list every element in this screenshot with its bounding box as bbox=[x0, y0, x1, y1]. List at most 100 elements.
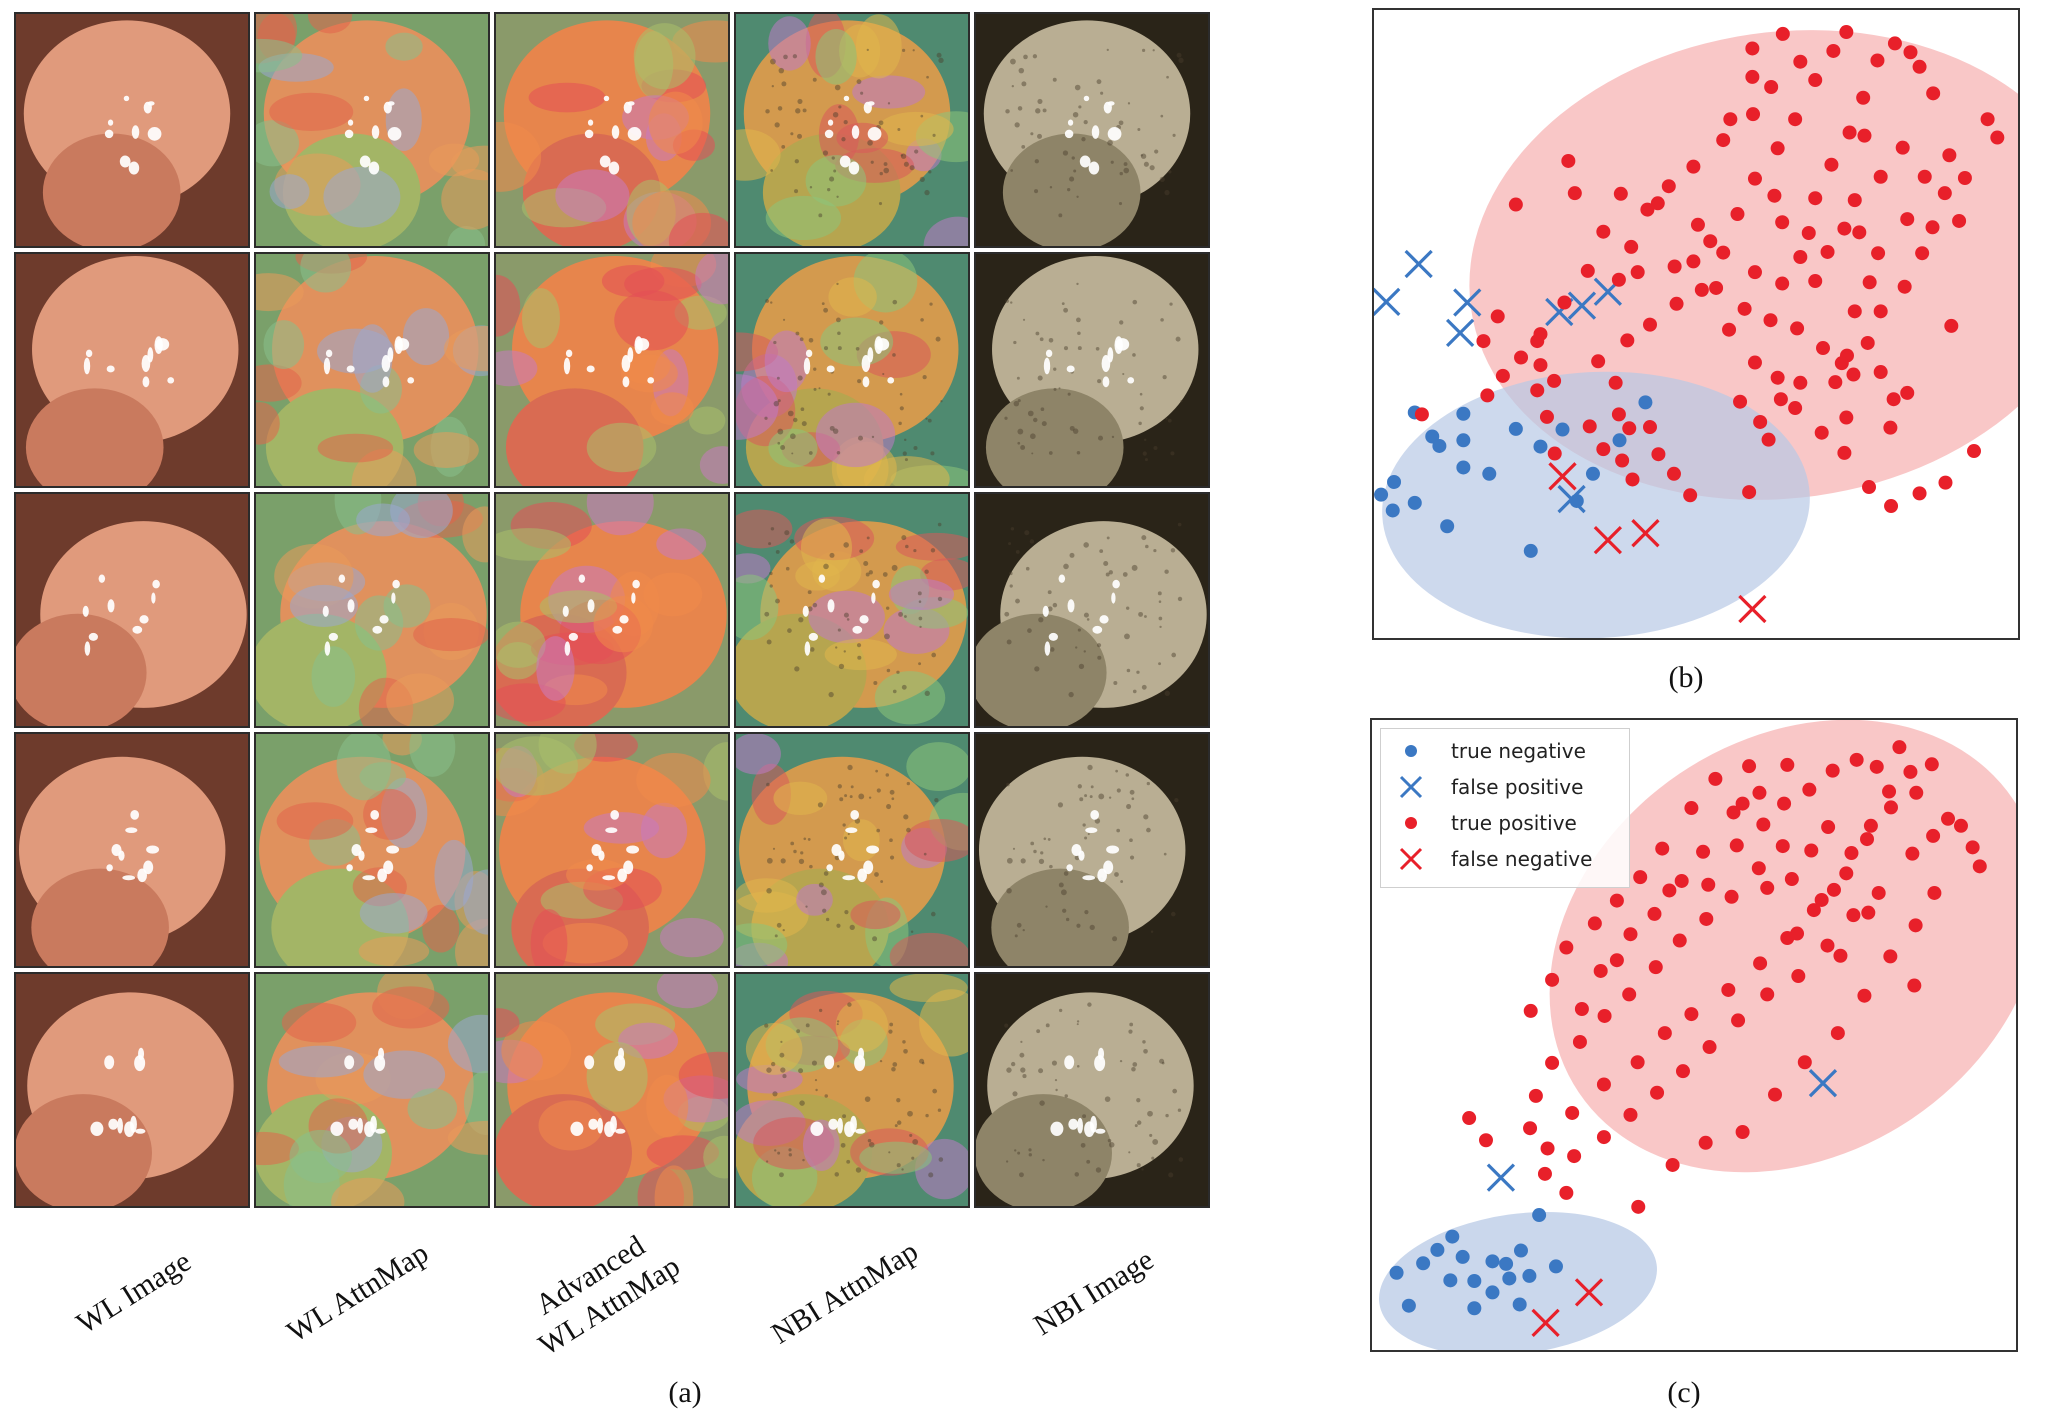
true-positive-point bbox=[1752, 785, 1767, 800]
true-positive-point bbox=[1523, 1003, 1538, 1018]
true-positive-point bbox=[1633, 870, 1648, 885]
true-positive-point bbox=[1699, 911, 1714, 926]
legend: true negative false positive true positi… bbox=[1380, 728, 1630, 888]
true-positive-point bbox=[1537, 1166, 1552, 1181]
true-positive-point bbox=[1990, 130, 2005, 145]
false-positive-point bbox=[1453, 288, 1482, 317]
false-negative-point bbox=[1631, 519, 1660, 548]
image-tile-advanced-wl-attnmap-row-2 bbox=[494, 252, 730, 488]
true-positive-point bbox=[1684, 801, 1699, 816]
true-positive-point bbox=[1530, 383, 1545, 398]
true-positive-point bbox=[1624, 239, 1639, 254]
true-positive-point bbox=[1684, 1007, 1699, 1022]
true-positive-point bbox=[1559, 1185, 1574, 1200]
true-negative-point bbox=[1499, 1256, 1514, 1271]
true-positive-point bbox=[1821, 820, 1836, 835]
col-label-wl-image: WL Image bbox=[70, 1244, 197, 1341]
true-positive-point bbox=[1478, 1133, 1493, 1148]
true-positive-point bbox=[1608, 375, 1623, 390]
true-positive-point bbox=[1857, 988, 1872, 1003]
true-positive-point bbox=[1905, 846, 1920, 861]
true-positive-point bbox=[1870, 53, 1885, 68]
true-positive-point bbox=[1924, 757, 1939, 772]
true-positive-point bbox=[1640, 202, 1655, 217]
true-positive-point bbox=[1761, 432, 1776, 447]
true-positive-point bbox=[1980, 112, 1995, 127]
true-positive-point bbox=[1414, 407, 1429, 422]
true-positive-point bbox=[1547, 446, 1562, 461]
true-negative-point bbox=[1612, 433, 1627, 448]
true-positive-point bbox=[1675, 1064, 1690, 1079]
caption-c: (c) bbox=[1667, 1376, 1701, 1409]
true-positive-point bbox=[1559, 940, 1574, 955]
true-positive-point bbox=[1561, 153, 1576, 168]
true-positive-point bbox=[1514, 350, 1529, 365]
true-positive-point bbox=[1630, 265, 1645, 280]
true-positive-point bbox=[1686, 254, 1701, 269]
true-positive-point bbox=[1846, 367, 1861, 382]
true-negative-point bbox=[1508, 421, 1523, 436]
true-positive-point bbox=[1620, 333, 1635, 348]
true-positive-point bbox=[1788, 112, 1803, 127]
true-positive-point bbox=[1814, 425, 1829, 440]
true-positive-point bbox=[1580, 263, 1595, 278]
true-negative-point bbox=[1445, 1229, 1460, 1244]
true-positive-point bbox=[1490, 309, 1505, 324]
true-positive-point bbox=[1747, 171, 1762, 186]
true-positive-point bbox=[1820, 244, 1835, 259]
true-positive-point bbox=[1730, 207, 1745, 222]
image-tile-nbi-image-row-1 bbox=[974, 12, 1210, 248]
true-positive-point bbox=[1900, 212, 1915, 227]
true-positive-point bbox=[1764, 80, 1779, 94]
true-positive-point bbox=[1860, 335, 1875, 350]
image-tile-nbi-image-row-3 bbox=[974, 492, 1210, 728]
true-positive-point bbox=[1846, 908, 1861, 923]
col-label-advanced-wl-attnmap: Advanced WL AttnMap bbox=[529, 1229, 686, 1363]
positive-cluster-region bbox=[1549, 719, 2018, 1173]
true-positive-point bbox=[1735, 796, 1750, 811]
true-positive-point bbox=[1657, 1026, 1672, 1041]
true-positive-point bbox=[1596, 1077, 1611, 1092]
true-positive-point bbox=[1897, 279, 1912, 294]
true-positive-point bbox=[1775, 839, 1790, 854]
image-tile-nbi-attnmap-row-5 bbox=[734, 972, 970, 1208]
true-positive-point bbox=[1814, 892, 1829, 907]
false-positive-point bbox=[1567, 291, 1597, 320]
true-positive-point bbox=[1892, 740, 1907, 755]
true-positive-point bbox=[1746, 107, 1761, 122]
true-positive-point bbox=[1609, 893, 1624, 908]
true-positive-point bbox=[1547, 373, 1562, 388]
true-positive-point bbox=[1847, 304, 1862, 319]
true-positive-point bbox=[1716, 133, 1731, 148]
true-positive-point bbox=[1852, 225, 1867, 240]
true-positive-point bbox=[1944, 318, 1959, 333]
true-positive-point bbox=[1816, 341, 1831, 356]
true-positive-point bbox=[1742, 759, 1757, 774]
cross-icon bbox=[1399, 847, 1423, 871]
true-positive-point bbox=[1674, 873, 1689, 888]
true-positive-point bbox=[1722, 322, 1737, 337]
true-positive-point bbox=[1596, 442, 1611, 457]
true-positive-point bbox=[1839, 866, 1854, 881]
true-positive-point bbox=[1733, 394, 1748, 409]
true-positive-point bbox=[1591, 354, 1606, 369]
true-positive-point bbox=[1802, 782, 1817, 797]
image-tile-nbi-attnmap-row-4 bbox=[734, 732, 970, 968]
true-positive-point bbox=[1540, 1141, 1555, 1156]
true-positive-point bbox=[1611, 272, 1626, 287]
true-positive-point bbox=[1788, 401, 1803, 416]
true-positive-point bbox=[1763, 313, 1778, 328]
true-negative-point bbox=[1443, 1273, 1458, 1288]
true-positive-point bbox=[1539, 409, 1554, 424]
true-positive-point bbox=[1462, 1111, 1477, 1126]
true-positive-point bbox=[1941, 811, 1956, 826]
true-positive-point bbox=[1965, 840, 1980, 855]
false-positive-point bbox=[1557, 484, 1586, 514]
true-negative-point bbox=[1513, 1243, 1528, 1258]
true-positive-point bbox=[1925, 220, 1940, 235]
image-tile-wl-attnmap-row-4 bbox=[254, 732, 490, 968]
true-positive-point bbox=[1622, 987, 1637, 1002]
true-negative-point bbox=[1387, 475, 1402, 489]
true-negative-point bbox=[1482, 466, 1497, 481]
true-positive-point bbox=[1830, 1026, 1845, 1041]
